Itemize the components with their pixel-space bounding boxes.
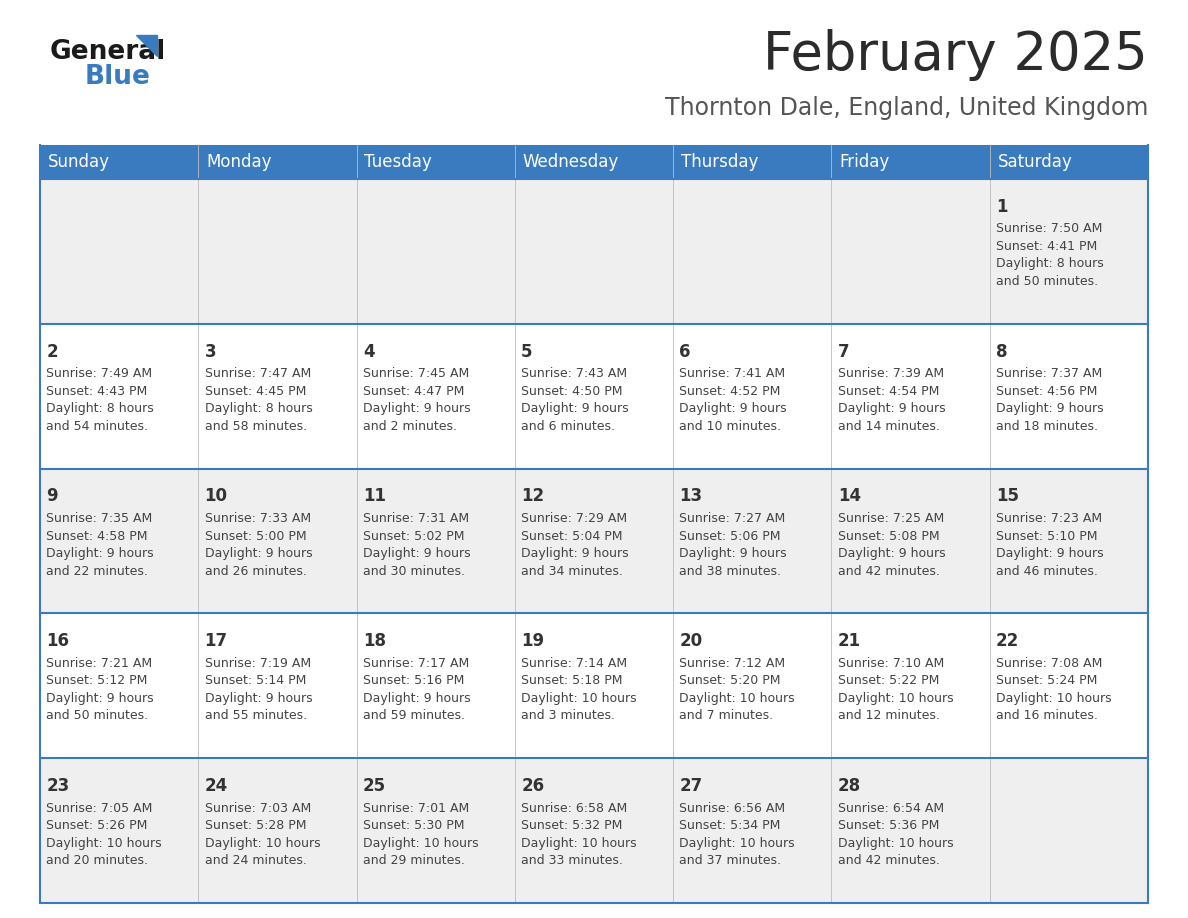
Text: Thursday: Thursday <box>681 153 758 171</box>
Text: 22: 22 <box>996 633 1019 650</box>
Text: Sunrise: 7:01 AM
Sunset: 5:30 PM
Daylight: 10 hours
and 29 minutes.: Sunrise: 7:01 AM Sunset: 5:30 PM Dayligh… <box>362 801 479 868</box>
Text: 15: 15 <box>996 487 1019 506</box>
Text: 26: 26 <box>522 777 544 795</box>
Text: 21: 21 <box>838 633 861 650</box>
Text: General: General <box>50 39 166 65</box>
Text: Sunrise: 7:37 AM
Sunset: 4:56 PM
Daylight: 9 hours
and 18 minutes.: Sunrise: 7:37 AM Sunset: 4:56 PM Dayligh… <box>996 367 1104 432</box>
Text: 14: 14 <box>838 487 861 506</box>
Text: Sunrise: 7:29 AM
Sunset: 5:04 PM
Daylight: 9 hours
and 34 minutes.: Sunrise: 7:29 AM Sunset: 5:04 PM Dayligh… <box>522 512 628 577</box>
Text: 24: 24 <box>204 777 228 795</box>
Text: Sunrise: 7:49 AM
Sunset: 4:43 PM
Daylight: 8 hours
and 54 minutes.: Sunrise: 7:49 AM Sunset: 4:43 PM Dayligh… <box>46 367 154 432</box>
Text: 6: 6 <box>680 342 691 361</box>
Text: Sunrise: 7:08 AM
Sunset: 5:24 PM
Daylight: 10 hours
and 16 minutes.: Sunrise: 7:08 AM Sunset: 5:24 PM Dayligh… <box>996 657 1112 722</box>
Text: 9: 9 <box>46 487 58 506</box>
Text: 16: 16 <box>46 633 69 650</box>
Text: 12: 12 <box>522 487 544 506</box>
Text: Thornton Dale, England, United Kingdom: Thornton Dale, England, United Kingdom <box>664 96 1148 120</box>
Bar <box>198 145 356 179</box>
Bar <box>356 145 514 179</box>
Text: 3: 3 <box>204 342 216 361</box>
Text: Sunday: Sunday <box>48 153 110 171</box>
Text: 20: 20 <box>680 633 702 650</box>
Text: 5: 5 <box>522 342 532 361</box>
Text: Monday: Monday <box>207 153 272 171</box>
Text: Sunrise: 7:12 AM
Sunset: 5:20 PM
Daylight: 10 hours
and 7 minutes.: Sunrise: 7:12 AM Sunset: 5:20 PM Dayligh… <box>680 657 795 722</box>
Text: Sunrise: 7:31 AM
Sunset: 5:02 PM
Daylight: 9 hours
and 30 minutes.: Sunrise: 7:31 AM Sunset: 5:02 PM Dayligh… <box>362 512 470 577</box>
Text: 8: 8 <box>996 342 1007 361</box>
Text: Sunrise: 7:33 AM
Sunset: 5:00 PM
Daylight: 9 hours
and 26 minutes.: Sunrise: 7:33 AM Sunset: 5:00 PM Dayligh… <box>204 512 312 577</box>
Text: Sunrise: 7:03 AM
Sunset: 5:28 PM
Daylight: 10 hours
and 24 minutes.: Sunrise: 7:03 AM Sunset: 5:28 PM Dayligh… <box>204 801 321 868</box>
Text: 18: 18 <box>362 633 386 650</box>
Text: Sunrise: 7:35 AM
Sunset: 4:58 PM
Daylight: 9 hours
and 22 minutes.: Sunrise: 7:35 AM Sunset: 4:58 PM Dayligh… <box>46 512 154 577</box>
Text: Sunrise: 7:21 AM
Sunset: 5:12 PM
Daylight: 9 hours
and 50 minutes.: Sunrise: 7:21 AM Sunset: 5:12 PM Dayligh… <box>46 657 154 722</box>
Text: Sunrise: 6:54 AM
Sunset: 5:36 PM
Daylight: 10 hours
and 42 minutes.: Sunrise: 6:54 AM Sunset: 5:36 PM Dayligh… <box>838 801 954 868</box>
Text: Sunrise: 7:43 AM
Sunset: 4:50 PM
Daylight: 9 hours
and 6 minutes.: Sunrise: 7:43 AM Sunset: 4:50 PM Dayligh… <box>522 367 628 432</box>
Bar <box>990 145 1148 179</box>
Bar <box>40 613 1148 758</box>
Text: Sunrise: 7:17 AM
Sunset: 5:16 PM
Daylight: 9 hours
and 59 minutes.: Sunrise: 7:17 AM Sunset: 5:16 PM Dayligh… <box>362 657 470 722</box>
Bar <box>40 324 1148 468</box>
Text: 10: 10 <box>204 487 228 506</box>
Text: Sunrise: 7:39 AM
Sunset: 4:54 PM
Daylight: 9 hours
and 14 minutes.: Sunrise: 7:39 AM Sunset: 4:54 PM Dayligh… <box>838 367 946 432</box>
Text: Sunrise: 7:27 AM
Sunset: 5:06 PM
Daylight: 9 hours
and 38 minutes.: Sunrise: 7:27 AM Sunset: 5:06 PM Dayligh… <box>680 512 788 577</box>
Text: 4: 4 <box>362 342 374 361</box>
Text: Sunrise: 7:50 AM
Sunset: 4:41 PM
Daylight: 8 hours
and 50 minutes.: Sunrise: 7:50 AM Sunset: 4:41 PM Dayligh… <box>996 222 1104 288</box>
Text: Blue: Blue <box>86 64 151 90</box>
Text: Sunrise: 7:10 AM
Sunset: 5:22 PM
Daylight: 10 hours
and 12 minutes.: Sunrise: 7:10 AM Sunset: 5:22 PM Dayligh… <box>838 657 954 722</box>
Bar <box>40 758 1148 903</box>
Text: 1: 1 <box>996 197 1007 216</box>
Text: 25: 25 <box>362 777 386 795</box>
Text: 27: 27 <box>680 777 703 795</box>
Bar <box>674 145 832 179</box>
Bar <box>832 145 990 179</box>
Text: 13: 13 <box>680 487 702 506</box>
Text: 7: 7 <box>838 342 849 361</box>
Text: Sunrise: 7:47 AM
Sunset: 4:45 PM
Daylight: 8 hours
and 58 minutes.: Sunrise: 7:47 AM Sunset: 4:45 PM Dayligh… <box>204 367 312 432</box>
Polygon shape <box>135 35 157 56</box>
Text: 11: 11 <box>362 487 386 506</box>
Text: Sunrise: 7:25 AM
Sunset: 5:08 PM
Daylight: 9 hours
and 42 minutes.: Sunrise: 7:25 AM Sunset: 5:08 PM Dayligh… <box>838 512 946 577</box>
Bar <box>514 145 674 179</box>
Text: Sunrise: 7:23 AM
Sunset: 5:10 PM
Daylight: 9 hours
and 46 minutes.: Sunrise: 7:23 AM Sunset: 5:10 PM Dayligh… <box>996 512 1104 577</box>
Text: Sunrise: 6:58 AM
Sunset: 5:32 PM
Daylight: 10 hours
and 33 minutes.: Sunrise: 6:58 AM Sunset: 5:32 PM Dayligh… <box>522 801 637 868</box>
Text: Tuesday: Tuesday <box>365 153 432 171</box>
Text: Saturday: Saturday <box>998 153 1073 171</box>
Text: Sunrise: 7:19 AM
Sunset: 5:14 PM
Daylight: 9 hours
and 55 minutes.: Sunrise: 7:19 AM Sunset: 5:14 PM Dayligh… <box>204 657 312 722</box>
Text: Sunrise: 7:05 AM
Sunset: 5:26 PM
Daylight: 10 hours
and 20 minutes.: Sunrise: 7:05 AM Sunset: 5:26 PM Dayligh… <box>46 801 162 868</box>
Text: 19: 19 <box>522 633 544 650</box>
Text: Friday: Friday <box>840 153 890 171</box>
Text: 28: 28 <box>838 777 861 795</box>
Text: February 2025: February 2025 <box>763 29 1148 81</box>
Text: Sunrise: 7:45 AM
Sunset: 4:47 PM
Daylight: 9 hours
and 2 minutes.: Sunrise: 7:45 AM Sunset: 4:47 PM Dayligh… <box>362 367 470 432</box>
Text: 23: 23 <box>46 777 70 795</box>
Bar <box>40 179 1148 324</box>
Bar <box>40 468 1148 613</box>
Text: Sunrise: 7:14 AM
Sunset: 5:18 PM
Daylight: 10 hours
and 3 minutes.: Sunrise: 7:14 AM Sunset: 5:18 PM Dayligh… <box>522 657 637 722</box>
Bar <box>40 145 198 179</box>
Text: 17: 17 <box>204 633 228 650</box>
Text: 2: 2 <box>46 342 58 361</box>
Text: Wednesday: Wednesday <box>523 153 619 171</box>
Text: Sunrise: 7:41 AM
Sunset: 4:52 PM
Daylight: 9 hours
and 10 minutes.: Sunrise: 7:41 AM Sunset: 4:52 PM Dayligh… <box>680 367 788 432</box>
Text: Sunrise: 6:56 AM
Sunset: 5:34 PM
Daylight: 10 hours
and 37 minutes.: Sunrise: 6:56 AM Sunset: 5:34 PM Dayligh… <box>680 801 795 868</box>
